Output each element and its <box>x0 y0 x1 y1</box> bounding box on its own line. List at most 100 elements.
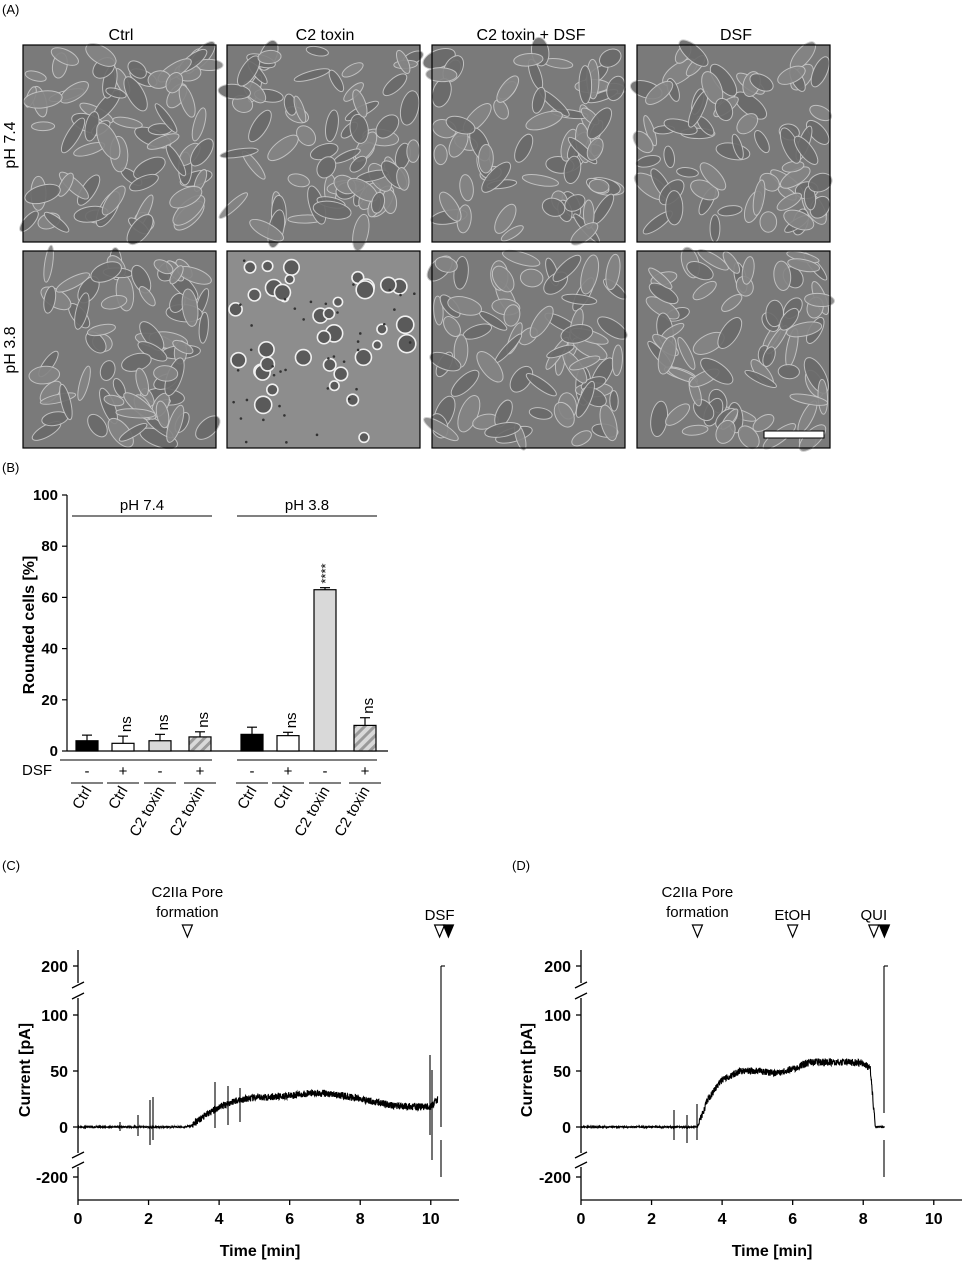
cell-shape <box>341 62 364 78</box>
cell-shape <box>429 351 462 372</box>
cell-shape <box>525 373 557 397</box>
column-label-dsf: DSF <box>720 27 752 44</box>
cell-shape <box>809 104 833 122</box>
x-tick-label: 2 <box>144 1211 153 1228</box>
debris-dot <box>285 441 288 444</box>
micrograph-frame <box>22 250 217 449</box>
rounded-cell <box>257 340 275 359</box>
cell-shape <box>569 355 601 371</box>
cell-shape <box>665 190 684 226</box>
rounded-cell <box>333 366 349 382</box>
debris-dot <box>309 300 313 304</box>
cell-shape <box>722 251 741 274</box>
cell-shape <box>606 75 626 102</box>
cell-shape <box>599 404 618 442</box>
dsf-sign: - <box>323 763 328 780</box>
y-tick-label: 100 <box>544 1008 571 1025</box>
y-tick-label: 0 <box>562 1120 571 1137</box>
axis-break-mark <box>71 981 85 989</box>
cell-shape <box>564 194 586 212</box>
cell-shape <box>352 89 368 118</box>
debris-dot <box>342 360 346 363</box>
debris-dot <box>356 348 360 352</box>
x-tick-label: 4 <box>215 1211 224 1228</box>
debris-dot <box>408 341 412 344</box>
category-label: Ctrl <box>234 784 260 813</box>
x-tick-label: 6 <box>285 1211 294 1228</box>
cell-shape <box>349 155 367 173</box>
cell-shape <box>657 336 677 375</box>
group-label-ph74: pH 7.4 <box>120 497 164 514</box>
micrograph-pH38-col2 <box>226 250 421 449</box>
micrograph-pH38-col4 <box>636 246 835 452</box>
debris-dot <box>232 400 235 404</box>
rounded-cell <box>322 307 336 320</box>
debris-dot <box>388 288 392 292</box>
debris-dot <box>332 355 336 358</box>
rounded-cell <box>265 383 279 397</box>
cell-shape <box>765 299 784 328</box>
micrograph-frame <box>431 44 626 243</box>
y-axis-label: Rounded cells [%] <box>21 556 38 695</box>
axis-break-mark <box>574 1161 588 1169</box>
debris-dot <box>355 387 358 391</box>
y-tick-label: 100 <box>33 487 58 504</box>
rounded-cell <box>294 348 313 367</box>
cell-shape <box>563 155 582 185</box>
cell-shape <box>59 383 73 421</box>
cell-shape <box>90 261 122 283</box>
cell-shape <box>503 304 521 327</box>
cell-shape <box>676 167 699 178</box>
cell-shape <box>493 99 509 120</box>
cell-shape <box>19 210 39 233</box>
cell-shape <box>810 56 830 88</box>
rounded-cell <box>284 273 295 285</box>
column-label-c2-toxin: C2 toxin <box>296 27 355 44</box>
dsf-row-label: DSF <box>22 762 52 779</box>
rounded-cell <box>316 329 332 345</box>
cell-shape <box>248 109 272 143</box>
micrograph-pH74-col2 <box>217 39 424 252</box>
cell-shape <box>439 191 462 222</box>
rounded-cell <box>376 323 388 336</box>
rounded-cell <box>354 348 373 367</box>
debris-dot <box>302 318 305 321</box>
cell-shape <box>103 394 125 407</box>
bar <box>276 735 300 752</box>
cell-shape <box>24 183 61 205</box>
cell-shape <box>112 377 126 398</box>
cell-shape <box>777 364 800 380</box>
y-tick-label: 50 <box>553 1064 571 1081</box>
event-label: EtOH <box>774 907 811 924</box>
cell-shape <box>169 265 184 285</box>
cell-shape <box>249 218 285 242</box>
x-tick-label: 10 <box>925 1211 943 1228</box>
y-tick-label: -200 <box>36 1170 68 1187</box>
cell-shape <box>578 65 593 105</box>
cell-shape <box>481 161 512 193</box>
debris-dot <box>352 283 355 286</box>
row-label-ph74: pH 7.4 <box>2 121 19 168</box>
cell-shape <box>166 404 185 443</box>
cell-shape <box>777 65 806 85</box>
open-triangle-marker <box>691 924 704 939</box>
cell-shape <box>597 316 628 340</box>
cell-shape <box>494 203 517 234</box>
micrograph-pH74-col4 <box>629 39 833 243</box>
significance-label: **** <box>318 563 333 583</box>
cell-shape <box>50 47 79 66</box>
micrograph-pH74-col1 <box>19 40 224 246</box>
y-tick-label: 60 <box>41 589 58 606</box>
micrograph-frame <box>431 250 626 449</box>
cell-shape <box>552 254 582 283</box>
category-label: Ctrl <box>69 784 95 813</box>
cell-shape <box>316 156 337 179</box>
cell-shape <box>681 424 709 436</box>
cell-shape <box>749 73 774 92</box>
cell-shape <box>789 393 829 406</box>
cell-shape <box>560 324 594 344</box>
micrograph-frame <box>636 44 831 243</box>
cell-shape <box>529 305 554 338</box>
cell-shape <box>169 186 203 209</box>
